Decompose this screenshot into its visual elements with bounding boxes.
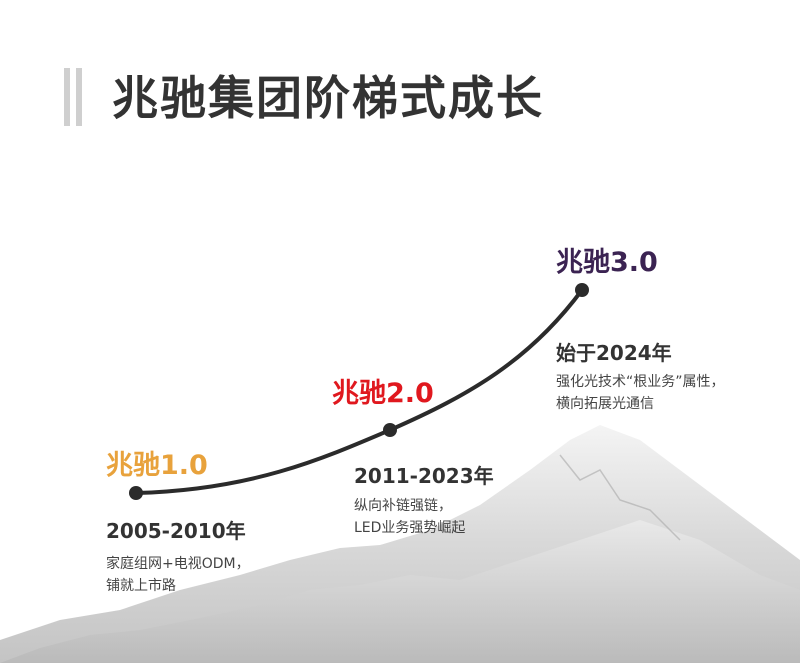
stage-2-desc: 纵向补链强链， LED业务强势崛起 (354, 495, 465, 539)
stage-1-desc: 家庭组网+电视ODM， 铺就上市路 (106, 553, 250, 597)
title-bar-right (76, 68, 82, 126)
stage-3-years: 始于2024年 (556, 341, 672, 365)
stage-1-label: 兆驰1.0 (106, 450, 208, 481)
mountain-ridge (559, 454, 681, 541)
stage-1-years: 2005-2010年 (106, 519, 246, 543)
stage-3-label: 兆驰3.0 (556, 247, 658, 278)
desc-line: LED业务强势崛起 (354, 520, 466, 536)
title-bar-left (64, 68, 70, 126)
stage-2-years: 2011-2023年 (354, 464, 494, 488)
page-title: 兆驰集团阶梯式成长 (112, 71, 544, 125)
stage-2-dot (383, 423, 397, 437)
desc-line: 横向拓展光通信 (556, 396, 654, 412)
desc-line: 纵向补链强链， (354, 498, 452, 514)
mountain-front (0, 520, 800, 663)
desc-line: 强化光技术“根业务”属性， (556, 374, 725, 390)
desc-line: 铺就上市路 (106, 578, 176, 594)
desc-line: 家庭组网+电视ODM， (106, 556, 250, 572)
stage-3-dot (575, 283, 589, 297)
stage-1-dot (129, 486, 143, 500)
stage-3-desc: 强化光技术“根业务”属性， 横向拓展光通信 (556, 371, 725, 415)
stage-2-label: 兆驰2.0 (332, 378, 434, 409)
